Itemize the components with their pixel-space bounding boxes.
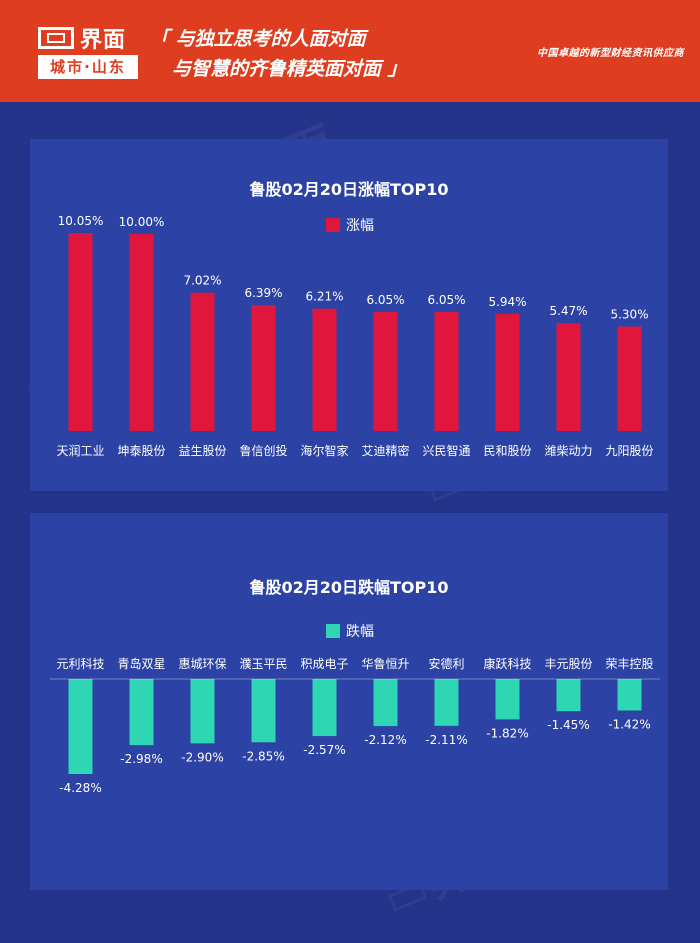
bar (373, 311, 398, 431)
bar (129, 679, 154, 746)
data-label: 6.05% (427, 293, 465, 307)
data-label: -2.12% (364, 733, 406, 747)
data-label: 10.00% (119, 215, 165, 229)
logo-name: 界面 (80, 28, 127, 53)
data-label: -2.98% (120, 752, 162, 766)
losers-chart: 鲁股02月20日跌幅TOP10 跌幅 -4.28% 元利科技 -2.98% 青岛双星 -2.… (50, 578, 660, 795)
bar (68, 679, 93, 774)
slogan: 「 与独立思考的人面对面 与智慧的齐鲁精英面对面 」 (150, 24, 407, 84)
bar (68, 233, 93, 431)
logo-mark-icon (38, 27, 74, 49)
bar (434, 679, 459, 726)
category-label: 益生股份 (178, 444, 226, 458)
bar (495, 313, 520, 431)
category-label: 民和股份 (483, 444, 531, 458)
data-label: -1.82% (486, 726, 528, 740)
bar (251, 679, 276, 743)
data-label: 10.05% (58, 214, 104, 228)
gainers-panel: 鲁股02月20日涨幅TOP10 涨幅 10.05% 天润工业 10.00% 坤泰股份 7.0… (30, 139, 668, 491)
slogan-line-2: 与智慧的齐鲁精英面对面 」 (172, 58, 407, 80)
bar (495, 679, 520, 720)
bar (434, 311, 459, 431)
bar (617, 679, 642, 711)
legend-swatch (326, 218, 340, 232)
category-label: 濮玉平民 (239, 656, 287, 671)
category-label: 坤泰股份 (117, 443, 165, 458)
bar (373, 679, 398, 727)
data-label: 6.39% (244, 286, 282, 300)
bar (312, 679, 337, 737)
data-label: -4.28% (59, 781, 101, 795)
category-label: 荣丰控股 (605, 657, 653, 671)
bar (556, 323, 581, 431)
data-label: -2.90% (181, 750, 223, 764)
category-label: 海尔智家 (300, 443, 348, 458)
category-label: 潍柴动力 (544, 444, 592, 458)
category-label: 元利科技 (56, 657, 104, 671)
bar (556, 679, 581, 712)
losers-panel: 鲁股02月20日跌幅TOP10 跌幅 -4.28% 元利科技 -2.98% 青岛双星 -2.… (30, 513, 668, 890)
logo-city: 城市·山东 (38, 55, 138, 79)
category-label: 兴民智通 (422, 443, 470, 458)
chart-title: 鲁股02月20日跌幅TOP10 (248, 578, 448, 597)
category-label: 丰元股份 (544, 657, 592, 671)
legend-label: 涨幅 (346, 218, 374, 234)
data-label: -2.85% (242, 749, 284, 763)
category-label: 九阳股份 (605, 444, 653, 458)
data-label: 6.05% (366, 293, 404, 307)
bar (312, 308, 337, 431)
category-label: 青岛双星 (117, 656, 165, 671)
data-label: 7.02% (183, 274, 221, 288)
category-label: 鲁信创投 (239, 443, 287, 458)
data-label: -1.42% (608, 718, 650, 732)
data-label: -1.45% (547, 718, 589, 732)
bar (251, 305, 276, 431)
bar (190, 292, 215, 431)
chart-title: 鲁股02月20日涨幅TOP10 (248, 180, 448, 199)
data-label: 5.30% (610, 308, 648, 322)
gainers-chart: 鲁股02月20日涨幅TOP10 涨幅 10.05% 天润工业 10.00% 坤泰股份 7.0… (56, 180, 653, 458)
data-label: 5.94% (488, 295, 526, 309)
legend-swatch (326, 624, 340, 638)
data-label: -2.11% (425, 733, 467, 747)
category-label: 积成电子 (300, 657, 348, 671)
data-label: 5.47% (549, 304, 587, 318)
brand-logo: 界面 城市·山东 (38, 24, 138, 80)
category-label: 安德利 (428, 656, 464, 671)
data-label: 6.21% (305, 290, 343, 304)
category-label: 艾迪精密 (361, 443, 409, 458)
bar (129, 233, 154, 431)
bar (617, 326, 642, 431)
legend-label: 跌幅 (346, 624, 374, 640)
bar (190, 679, 215, 744)
tagline: 中国卓越的新型财经资讯供应商 (537, 48, 684, 59)
slogan-line-1: 「 与独立思考的人面对面 (150, 28, 366, 50)
category-label: 华鲁恒升 (361, 657, 409, 671)
data-label: -2.57% (303, 743, 345, 757)
category-label: 康跃科技 (483, 656, 531, 671)
category-label: 天润工业 (56, 444, 104, 458)
category-label: 惠城环保 (178, 657, 226, 671)
header-banner: 界面 城市·山东 「 与独立思考的人面对面 与智慧的齐鲁精英面对面 」 中国卓越… (0, 0, 700, 102)
